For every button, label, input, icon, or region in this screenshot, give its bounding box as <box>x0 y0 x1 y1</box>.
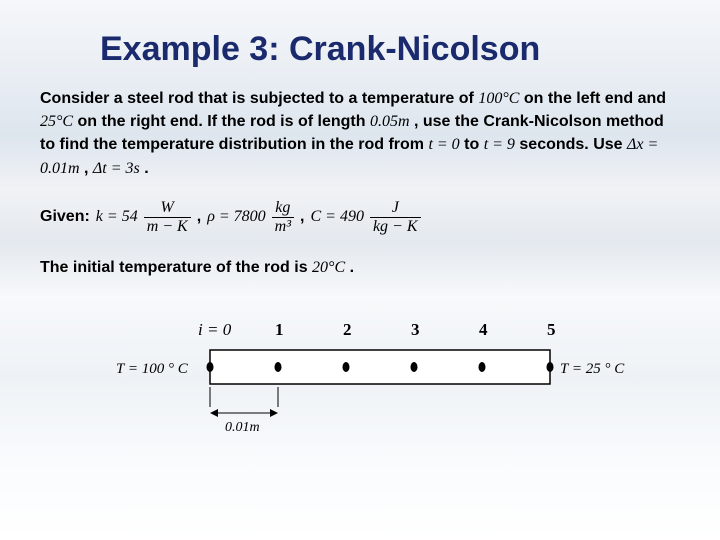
node-dot <box>411 362 418 372</box>
k-unit-den: m − K <box>144 218 191 235</box>
node-dot <box>343 362 350 372</box>
node-label-4: 4 <box>479 320 488 339</box>
node-label-1: 1 <box>275 320 284 339</box>
rod-rect <box>210 350 550 384</box>
t1: t = 9 <box>484 136 515 153</box>
rod-diagram: i = 0 1 2 3 4 5 T = 100 ° C T = 25 ° C 0… <box>80 295 640 445</box>
rho-unit-den: m³ <box>272 218 294 235</box>
node-label-i0: i = 0 <box>198 320 232 339</box>
p-text: to <box>464 136 484 153</box>
rod-length: 0.05m <box>370 113 410 130</box>
comma: , <box>197 208 201 226</box>
node-label-2: 2 <box>343 320 352 339</box>
p-text: on the left end and <box>524 90 666 107</box>
initial-text: The initial temperature of the rod is <box>40 259 312 276</box>
rho-unit: kg m³ <box>272 200 294 235</box>
t-right-label: T = 25 ° C <box>560 361 625 377</box>
page-title: Example 3: Crank-Nicolson <box>40 30 680 69</box>
p-text: . <box>144 160 148 177</box>
k-unit-num: W <box>144 200 191 218</box>
node-label-3: 3 <box>411 320 420 339</box>
node-dot <box>547 362 554 372</box>
node-label-5: 5 <box>547 320 556 339</box>
dim-label: 0.01m <box>225 420 260 435</box>
p-text: seconds. Use <box>519 136 627 153</box>
given-line: Given: k = 54 W m − K , ρ = 7800 kg m³ ,… <box>40 200 680 235</box>
arrow-right-icon <box>270 409 278 417</box>
p-text: , <box>84 160 93 177</box>
rho-unit-num: kg <box>272 200 294 218</box>
node-dot <box>479 362 486 372</box>
c-unit-num: J <box>370 200 421 218</box>
k-value: k = 54 <box>96 208 138 226</box>
k-unit: W m − K <box>144 200 191 235</box>
problem-statement: Consider a steel rod that is subjected t… <box>40 87 680 180</box>
t0: t = 0 <box>428 136 459 153</box>
node-dot <box>207 362 214 372</box>
initial-value: 20°C <box>312 259 345 276</box>
t-left-label: T = 100 ° C <box>116 361 189 377</box>
rho-value: ρ = 7800 <box>207 208 265 226</box>
arrow-left-icon <box>210 409 218 417</box>
initial-temp-line: The initial temperature of the rod is 20… <box>40 259 680 277</box>
p-text: on the right end. If the rod is of lengt… <box>78 113 370 130</box>
p-text: Consider a steel rod that is subjected t… <box>40 90 478 107</box>
c-value: C = 490 <box>310 208 363 226</box>
given-label: Given: <box>40 208 90 226</box>
temp-left: 100°C <box>478 90 519 107</box>
c-unit-den: kg − K <box>370 218 421 235</box>
c-unit: J kg − K <box>370 200 421 235</box>
temp-right: 25°C <box>40 113 73 130</box>
period: . <box>350 259 354 276</box>
comma: , <box>300 208 304 226</box>
node-dot <box>275 362 282 372</box>
dt: Δt = 3s <box>93 160 140 177</box>
